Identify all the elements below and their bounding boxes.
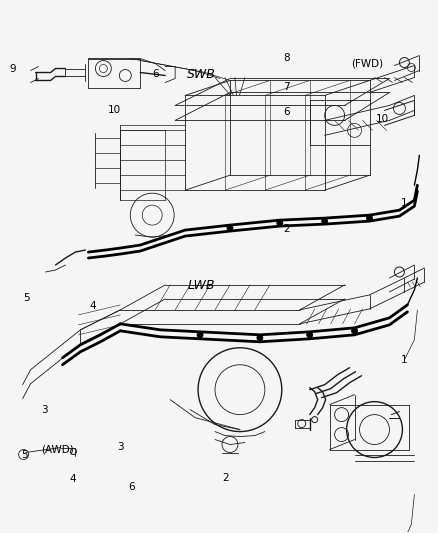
Circle shape <box>277 220 283 226</box>
Text: 10: 10 <box>376 114 389 124</box>
Text: 3: 3 <box>41 405 48 415</box>
Text: (AWD): (AWD) <box>41 445 74 455</box>
Circle shape <box>367 215 372 221</box>
Text: 1: 1 <box>401 198 408 208</box>
Text: 2: 2 <box>222 473 229 482</box>
Text: 5: 5 <box>21 450 28 460</box>
Text: 5: 5 <box>24 293 30 303</box>
Circle shape <box>197 332 203 338</box>
Text: 8: 8 <box>283 53 290 62</box>
Text: 1: 1 <box>401 354 408 365</box>
Circle shape <box>227 225 233 231</box>
Text: SWB: SWB <box>187 68 216 80</box>
Text: 6: 6 <box>128 482 135 492</box>
Circle shape <box>307 332 313 338</box>
Text: (FWD): (FWD) <box>351 59 384 68</box>
Circle shape <box>257 335 263 341</box>
Text: LWB: LWB <box>188 279 215 292</box>
Text: 9: 9 <box>10 64 16 74</box>
Text: 6: 6 <box>152 69 159 79</box>
Text: 4: 4 <box>69 474 76 484</box>
Text: 7: 7 <box>283 82 290 92</box>
Circle shape <box>352 328 357 334</box>
Circle shape <box>321 218 328 224</box>
Text: 10: 10 <box>108 104 121 115</box>
Text: 2: 2 <box>283 224 290 235</box>
Circle shape <box>99 64 107 72</box>
Text: 3: 3 <box>117 442 124 452</box>
Text: 4: 4 <box>89 301 95 311</box>
Text: 6: 6 <box>283 107 290 117</box>
